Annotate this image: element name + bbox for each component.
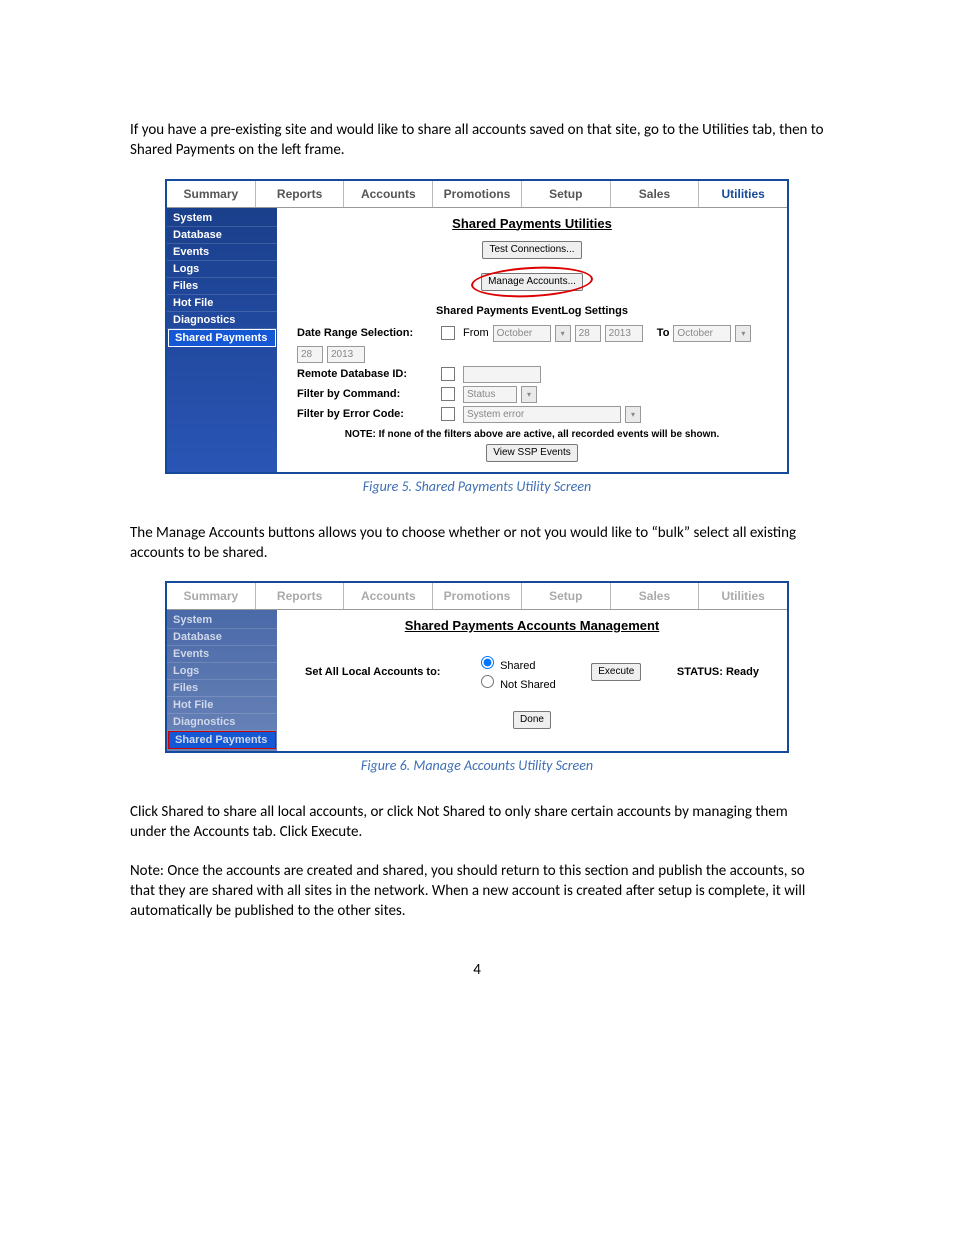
figure-6-caption: Figure 6. Manage Accounts Utility Screen — [130, 757, 824, 774]
to-day-input[interactable]: 28 — [297, 346, 323, 363]
tab-accounts[interactable]: Accounts — [344, 181, 433, 207]
sidebar-item-shared-payments[interactable]: Shared Payments — [168, 731, 276, 749]
sidebar-item-diagnostics[interactable]: Diagnostics — [167, 714, 277, 731]
main-panel-2: Shared Payments Accounts Management Set … — [277, 610, 787, 751]
execute-button[interactable]: Execute — [591, 663, 641, 681]
test-connections-button[interactable]: Test Connections... — [482, 241, 581, 259]
panel-title: Shared Payments Utilities — [289, 216, 775, 231]
chevron-down-icon[interactable]: ▾ — [555, 325, 571, 342]
status-text: STATUS: Ready — [677, 666, 759, 678]
sidebar-item-files[interactable]: Files — [167, 680, 277, 697]
tab-promotions[interactable]: Promotions — [433, 181, 522, 207]
sidebar-item-diagnostics[interactable]: Diagnostics — [167, 312, 277, 329]
tab-summary[interactable]: Summary — [167, 583, 256, 609]
date-range-checkbox[interactable] — [441, 326, 455, 340]
radio-notshared-label: Not Shared — [500, 679, 556, 691]
page-number: 4 — [130, 961, 824, 979]
manage-accounts-button[interactable]: Manage Accounts... — [481, 273, 583, 291]
tab-accounts[interactable]: Accounts — [344, 583, 433, 609]
sidebar-item-system[interactable]: System — [167, 612, 277, 629]
remote-db-input[interactable] — [463, 366, 541, 383]
date-range-label: Date Range Selection: — [297, 327, 437, 339]
to-month-select[interactable]: October — [673, 325, 731, 342]
filter-cmd-checkbox[interactable] — [441, 387, 455, 401]
tab-utilities[interactable]: Utilities — [699, 181, 787, 207]
figure-5-screenshot: Summary Reports Accounts Promotions Setu… — [165, 179, 789, 474]
intro-paragraph: If you have a pre-existing site and woul… — [130, 120, 824, 161]
mid-paragraph: The Manage Accounts buttons allows you t… — [130, 523, 824, 564]
error-select[interactable]: System error — [463, 406, 621, 423]
sidebar-dim: System Database Events Logs Files Hot Fi… — [167, 610, 277, 751]
filter-err-label: Filter by Error Code: — [297, 408, 437, 420]
sidebar-item-logs[interactable]: Logs — [167, 663, 277, 680]
sidebar-item-hotfile[interactable]: Hot File — [167, 697, 277, 714]
post-paragraph-1: Click Shared to share all local accounts… — [130, 802, 824, 843]
sidebar-item-database[interactable]: Database — [167, 629, 277, 646]
sidebar-item-system[interactable]: System — [167, 210, 277, 227]
filter-err-checkbox[interactable] — [441, 407, 455, 421]
done-button[interactable]: Done — [513, 711, 551, 729]
to-year-input[interactable]: 2013 — [327, 346, 365, 363]
tab-utilities[interactable]: Utilities — [699, 583, 787, 609]
status-select[interactable]: Status — [463, 386, 517, 403]
remote-db-checkbox[interactable] — [441, 367, 455, 381]
tab-sales[interactable]: Sales — [611, 583, 700, 609]
radio-shared[interactable]: Shared — [476, 653, 556, 672]
filter-cmd-label: Filter by Command: — [297, 388, 437, 400]
figure-5-caption: Figure 5. Shared Payments Utility Screen — [130, 478, 824, 495]
set-accounts-label: Set All Local Accounts to: — [305, 666, 440, 678]
tab-promotions[interactable]: Promotions — [433, 583, 522, 609]
chevron-down-icon[interactable]: ▾ — [521, 386, 537, 403]
sidebar-item-events[interactable]: Events — [167, 244, 277, 261]
radio-shared-label: Shared — [500, 660, 535, 672]
top-tabs-dim: Summary Reports Accounts Promotions Setu… — [167, 583, 787, 610]
tab-sales[interactable]: Sales — [611, 181, 700, 207]
from-year-input[interactable]: 2013 — [605, 325, 643, 342]
from-label: From — [463, 327, 489, 339]
tab-setup[interactable]: Setup — [522, 583, 611, 609]
radio-not-shared[interactable]: Not Shared — [476, 672, 556, 691]
panel-title-2: Shared Payments Accounts Management — [289, 618, 775, 633]
sidebar-item-hotfile[interactable]: Hot File — [167, 295, 277, 312]
filter-note: NOTE: If none of the filters above are a… — [289, 429, 775, 440]
tab-reports[interactable]: Reports — [256, 181, 345, 207]
figure-6-screenshot: Summary Reports Accounts Promotions Setu… — [165, 581, 789, 753]
tab-setup[interactable]: Setup — [522, 181, 611, 207]
sidebar-item-files[interactable]: Files — [167, 278, 277, 295]
sidebar-item-logs[interactable]: Logs — [167, 261, 277, 278]
sidebar-item-database[interactable]: Database — [167, 227, 277, 244]
chevron-down-icon[interactable]: ▾ — [735, 325, 751, 342]
post-paragraph-2: Note: Once the accounts are created and … — [130, 861, 824, 922]
eventlog-heading: Shared Payments EventLog Settings — [289, 305, 775, 317]
to-label: To — [657, 327, 670, 339]
main-panel: Shared Payments Utilities Test Connectio… — [277, 208, 787, 472]
sidebar: System Database Events Logs Files Hot Fi… — [167, 208, 277, 472]
from-day-input[interactable]: 28 — [575, 325, 601, 342]
tab-reports[interactable]: Reports — [256, 583, 345, 609]
chevron-down-icon[interactable]: ▾ — [625, 406, 641, 423]
from-month-select[interactable]: October — [493, 325, 551, 342]
top-tabs: Summary Reports Accounts Promotions Setu… — [167, 181, 787, 208]
sidebar-item-shared-payments[interactable]: Shared Payments — [168, 329, 276, 347]
tab-summary[interactable]: Summary — [167, 181, 256, 207]
remote-db-label: Remote Database ID: — [297, 368, 437, 380]
sidebar-item-events[interactable]: Events — [167, 646, 277, 663]
view-ssp-events-button[interactable]: View SSP Events — [486, 444, 577, 462]
